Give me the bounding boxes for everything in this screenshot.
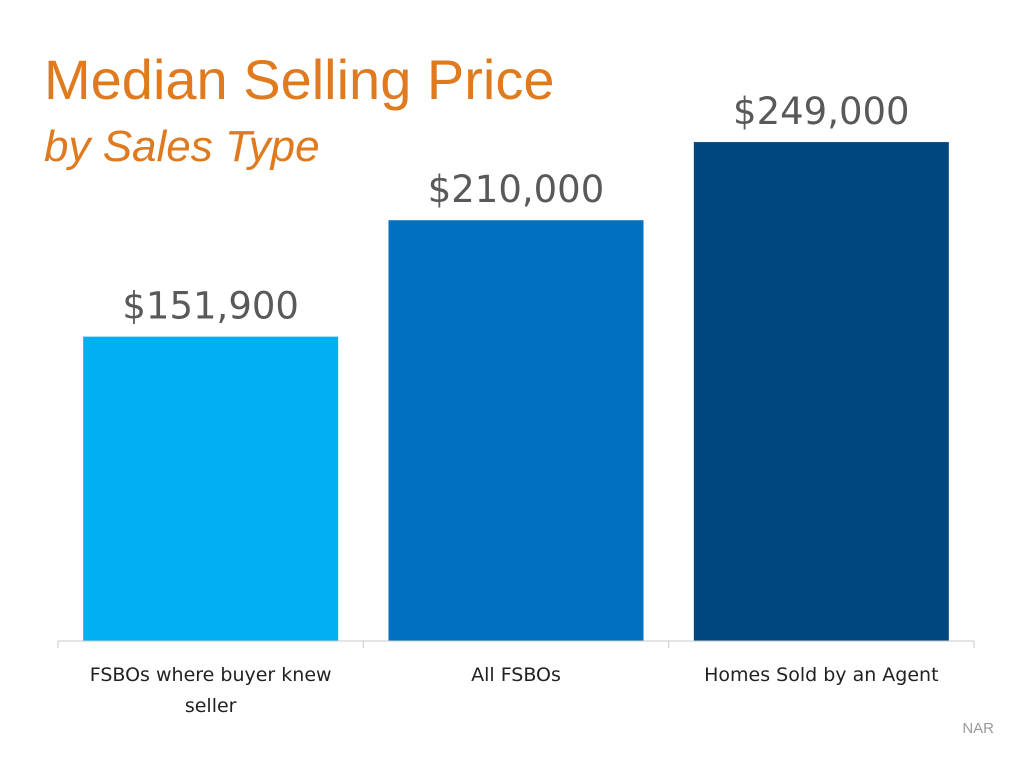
- bar-2: [388, 220, 644, 641]
- data-label-2: $210,000: [428, 168, 605, 211]
- category-label-3: Homes Sold by an Agent: [704, 664, 938, 686]
- bar-3: [693, 142, 949, 642]
- data-label-1: $151,900: [122, 285, 299, 328]
- category-label-1: FSBOs where buyer knew seller: [90, 664, 332, 717]
- chart-title: Median Selling Price: [44, 48, 555, 111]
- source-label: NAR: [962, 720, 994, 737]
- chart-subtitle: by Sales Type: [44, 122, 320, 171]
- category-label-2: All FSBOs: [471, 664, 561, 686]
- data-label-3: $249,000: [733, 90, 910, 133]
- bar-1: [83, 336, 339, 641]
